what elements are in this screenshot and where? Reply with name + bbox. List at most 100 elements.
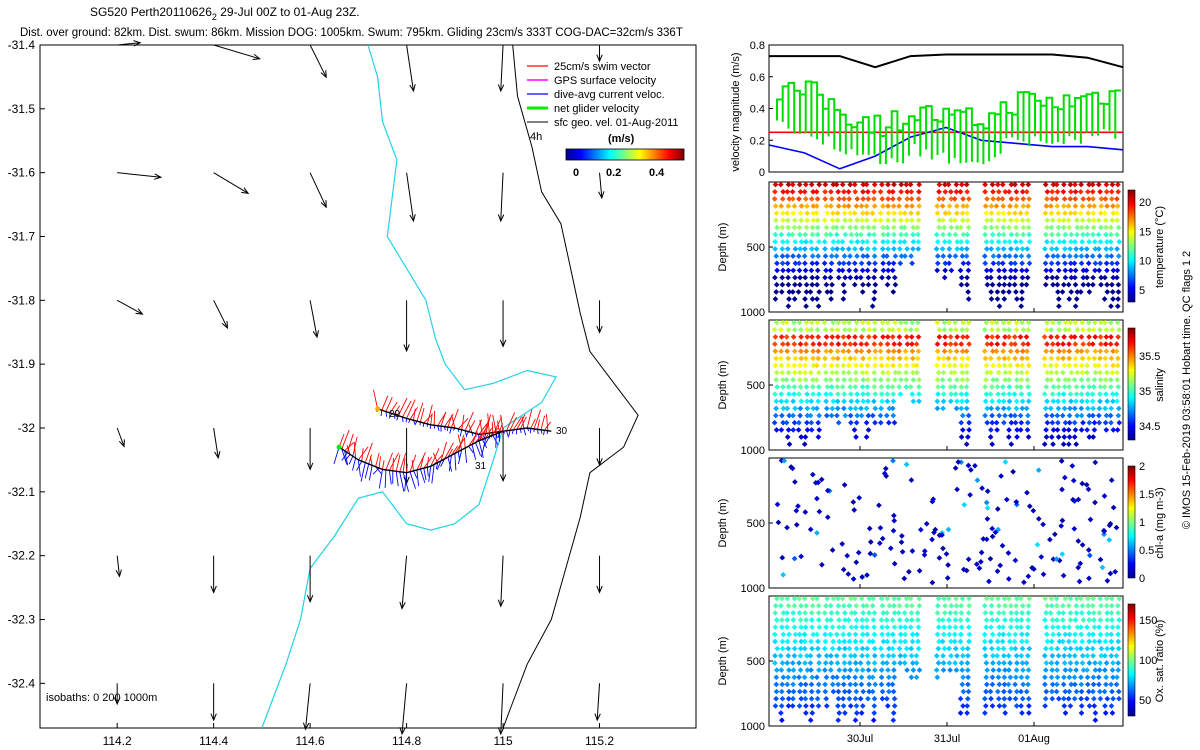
geostrophic-vector-head: [306, 595, 314, 603]
sc-sal-point: [815, 348, 822, 355]
swim-vector: [385, 396, 393, 412]
swim-vector: [385, 452, 394, 471]
sc-sal-point: [810, 341, 817, 347]
sc-temp-point: [1062, 260, 1068, 267]
sc-temp-point: [948, 224, 955, 231]
sc-ox-point: [942, 602, 948, 609]
sc-ox-point: [872, 681, 879, 688]
sc-temp-point: [898, 224, 905, 231]
sc-ox-point: [845, 674, 852, 681]
sc-ox-point: [959, 645, 966, 652]
sc-sal-point: [846, 362, 852, 369]
sc-ox-point: [842, 710, 848, 716]
sc-sal-point: [996, 362, 1002, 369]
sc-temp-point: [993, 203, 1000, 209]
sc-ox-point: [957, 710, 964, 716]
sc-ox-point: [1090, 674, 1097, 681]
sc-sal-point: [1108, 334, 1114, 340]
sc-ox-point: [996, 631, 1003, 638]
sc-ox-point: [1048, 595, 1055, 602]
sc-temp-point: [863, 217, 870, 224]
sc-chl-point: [1107, 570, 1114, 577]
sc-sal-point: [834, 405, 841, 412]
track-start-marker: [336, 444, 342, 450]
sc-chl-point: [1086, 552, 1093, 559]
sc-temp-point: [871, 203, 878, 209]
sc-sal-point: [1060, 355, 1066, 362]
sc-sal-point: [913, 341, 920, 347]
sc-temp-point: [1102, 196, 1109, 202]
sc-temp-point: [880, 260, 886, 267]
sc-temp-point: [827, 274, 834, 281]
sc-temp-point: [915, 210, 921, 217]
sc-temp-point: [934, 267, 941, 274]
swim-vector: [447, 414, 453, 428]
sc-ox-point: [891, 660, 898, 666]
sc-ox-point: [891, 610, 898, 616]
sc-chl-point: [816, 508, 823, 515]
sc-sal-point: [1080, 419, 1086, 426]
sc-sal-point: [1007, 369, 1013, 376]
sc-sal-point: [834, 326, 841, 333]
sc-ox-point: [866, 681, 872, 688]
sc-sal-point: [816, 341, 823, 347]
sc-temp-point: [785, 224, 792, 231]
sc-ox-point: [1108, 652, 1115, 659]
sc-temp-point: [910, 238, 917, 245]
sc-temp-point: [909, 203, 915, 209]
sc-chl-point: [876, 502, 882, 509]
sc-chl-point: [1101, 528, 1108, 535]
sc-temp-point: [1103, 246, 1110, 252]
sc-sal-point: [880, 334, 886, 340]
sc-ox-point: [957, 638, 964, 645]
map-ytick-label: -32.4: [8, 676, 36, 690]
sc-sal-point: [959, 412, 966, 419]
sc-temp-point: [1072, 210, 1078, 217]
sc-ox-point: [1024, 674, 1031, 681]
sc-sal-point: [1110, 348, 1116, 355]
sc-temp-point: [847, 253, 853, 259]
sc-ox-point: [785, 703, 792, 709]
depth-tick-label: 1000: [741, 307, 765, 319]
sc-sal-point: [1092, 348, 1099, 355]
sc-sal-point: [1103, 427, 1110, 433]
sc-chl-point: [844, 552, 851, 559]
sc-sal-point: [834, 384, 841, 390]
sc-sal-point: [1018, 419, 1025, 426]
sc-temp-point: [1043, 267, 1050, 274]
sc-ox-point: [952, 660, 958, 666]
sc-temp-point: [827, 231, 834, 238]
sc-temp-point: [1008, 231, 1015, 238]
sc-sal-point: [1062, 319, 1069, 326]
sc-chl-point: [952, 465, 959, 471]
sc-sal-point: [785, 427, 792, 433]
sc-temp-point: [1080, 274, 1087, 281]
sc-temp-point: [846, 267, 853, 274]
sc-sal-point: [878, 405, 884, 412]
current-vector: [537, 429, 539, 435]
sc-sal-point: [1017, 412, 1024, 419]
sc-ox-point: [797, 681, 804, 688]
sc-sal-point: [791, 391, 797, 397]
sc-temp-point: [1077, 289, 1084, 295]
sc-temp-point: [1085, 210, 1092, 217]
swim-vector: [361, 448, 364, 462]
sc-temp-point: [829, 246, 836, 252]
sc-sal-point: [902, 348, 909, 355]
sc-temp-point: [859, 224, 866, 231]
sc-temp-point: [1008, 246, 1014, 252]
sc-sal-point: [993, 419, 1000, 426]
sc-chl-point: [1106, 537, 1113, 543]
sc-sal-point: [1061, 348, 1067, 355]
sc-sal-point: [785, 362, 792, 369]
sc-sal-point: [1074, 348, 1081, 355]
sc-temp-point: [802, 267, 809, 274]
sc-sal-point: [866, 348, 872, 355]
sc-sal-point: [778, 427, 785, 433]
sc-sal-point: [1011, 334, 1018, 340]
sc-sal-point: [988, 341, 995, 347]
sc-sal-point: [947, 398, 954, 405]
sc-ox-point: [885, 667, 891, 673]
sc-sal-point: [959, 355, 966, 362]
sc-temp-point: [864, 246, 871, 252]
